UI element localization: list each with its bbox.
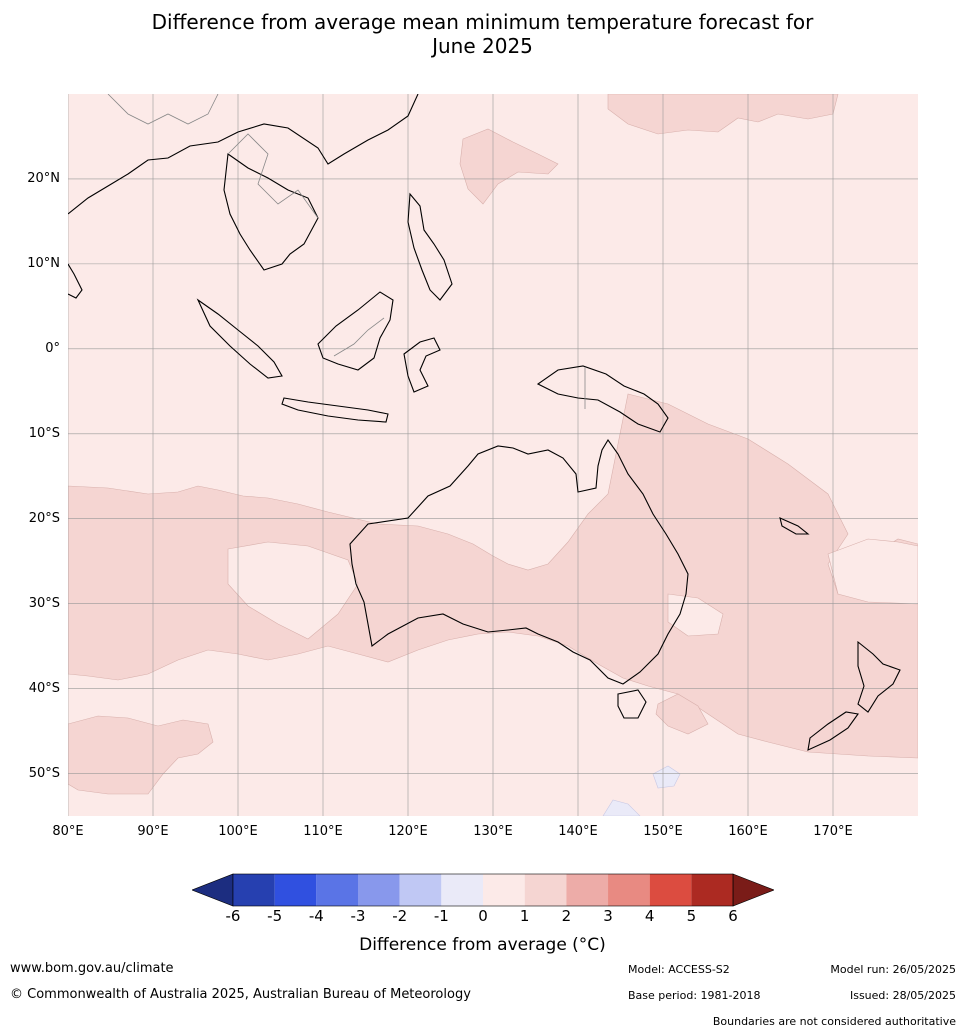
colorbar-tick-label: 4 (644, 907, 655, 925)
colorbar-segment (524, 874, 567, 906)
longitude-label: 80°E (52, 824, 84, 839)
latitude-label: 10°S (28, 425, 60, 441)
light-pocket-east-oz (667, 593, 724, 637)
forecast-map (68, 94, 918, 816)
border-asia (107, 94, 219, 125)
light-pockets (227, 538, 918, 640)
colorbar-tick-label: 5 (686, 907, 697, 925)
longitude-label: 90°E (137, 824, 169, 839)
light-pocket-west (227, 541, 359, 640)
footer-model: Model: ACCESS-S2 (628, 963, 730, 976)
cool-region-2 (602, 799, 641, 816)
colorbar-over-arrow (732, 873, 775, 907)
australia-coastline (349, 438, 689, 685)
india-coastline (68, 263, 83, 299)
tasmania-coastline (617, 689, 647, 719)
colorbar-tick-label: 1 (519, 907, 530, 925)
latitude-label: 50°S (28, 765, 60, 781)
colorbar-tick-label: -4 (308, 907, 324, 925)
latitude-label: 20°N (27, 170, 60, 186)
latitude-label: 10°N (27, 255, 60, 271)
light-pocket-east (827, 538, 918, 605)
java-coastline (281, 397, 389, 423)
map-panel (68, 94, 918, 816)
colorbar-under-arrow (191, 873, 234, 907)
colorbar-frame (232, 873, 734, 907)
footer-website[interactable]: www.bom.gov.au/climate (10, 961, 174, 976)
latitude-label: 30°S (28, 595, 60, 611)
colorbar-segment (566, 874, 609, 906)
border-borneo (333, 317, 385, 357)
new-caledonia-coastline (779, 517, 810, 535)
colorbar-segment (233, 874, 275, 906)
sulawesi-coastline (403, 337, 441, 393)
longitude-label: 110°E (303, 824, 343, 839)
longitude-label: 170°E (813, 824, 853, 839)
colorbar-tick-label: 2 (561, 907, 572, 925)
map-title: Difference from average mean minimum tem… (0, 10, 965, 58)
cool-regions (602, 765, 681, 816)
colorbar-tick-label: -5 (267, 907, 283, 925)
footer-copyright: © Commonwealth of Australia 2025, Austra… (10, 987, 471, 1002)
philippines-coastline (407, 192, 453, 301)
footer-base-period: Base period: 1981-2018 (628, 989, 761, 1002)
colorbar-tick-label: 3 (603, 907, 613, 925)
longitude-label: 120°E (388, 824, 428, 839)
colorbar-segment (441, 874, 484, 906)
colorbar-tick-label: -6 (225, 907, 241, 925)
longitude-label: 160°E (728, 824, 768, 839)
new-zealand-north-island (857, 640, 901, 713)
indochina-coastline (223, 153, 319, 271)
colorbar-segment (649, 874, 692, 906)
colorbar (191, 873, 775, 911)
colorbar-segment (358, 874, 400, 906)
footer-issued: Issued: 28/05/2025 (849, 989, 956, 1002)
country-borders (107, 94, 586, 409)
latitude-label: 20°S (28, 510, 60, 526)
colorbar-segment (316, 874, 359, 906)
longitude-label: 130°E (473, 824, 513, 839)
longitude-label: 140°E (558, 824, 598, 839)
footer-model-run: Model run: 26/05/2025 (830, 963, 956, 976)
border-indochina (227, 133, 319, 219)
colorbar-tick-label: 0 (478, 907, 488, 925)
latitude-label: 0° (45, 340, 60, 356)
anomaly-region-north-pacific (459, 128, 559, 205)
new-zealand-south-island (807, 711, 859, 751)
anomaly-region-south-west (68, 715, 214, 795)
longitude-label: 100°E (218, 824, 258, 839)
cool-region-1 (652, 765, 681, 789)
sumatra-coastline (196, 298, 283, 379)
colorbar-segment (691, 874, 734, 906)
colorbar-segment (483, 874, 525, 906)
mainland-asia-coastline (68, 94, 419, 215)
colorbar-label: Difference from average (°C) (359, 935, 606, 955)
anomaly-region-tasman (655, 693, 709, 735)
colorbar-tick-label: -1 (433, 907, 449, 925)
colorbar-svg (191, 873, 775, 907)
colorbar-segment (274, 874, 317, 906)
colorbar-segment (608, 874, 650, 906)
colorbar-tick-label: -3 (350, 907, 366, 925)
longitude-label: 150°E (643, 824, 683, 839)
title-line-2: June 2025 (432, 34, 533, 58)
colorbar-tick-label: -2 (392, 907, 408, 925)
borneo-coastline (317, 291, 394, 371)
colorbar-tick-label: 6 (728, 907, 738, 925)
footer-disclaimer: Boundaries are not considered authoritat… (712, 1015, 956, 1028)
title-line-1: Difference from average mean minimum tem… (151, 10, 814, 34)
colorbar-segment (399, 874, 442, 906)
latitude-label: 40°S (28, 680, 60, 696)
